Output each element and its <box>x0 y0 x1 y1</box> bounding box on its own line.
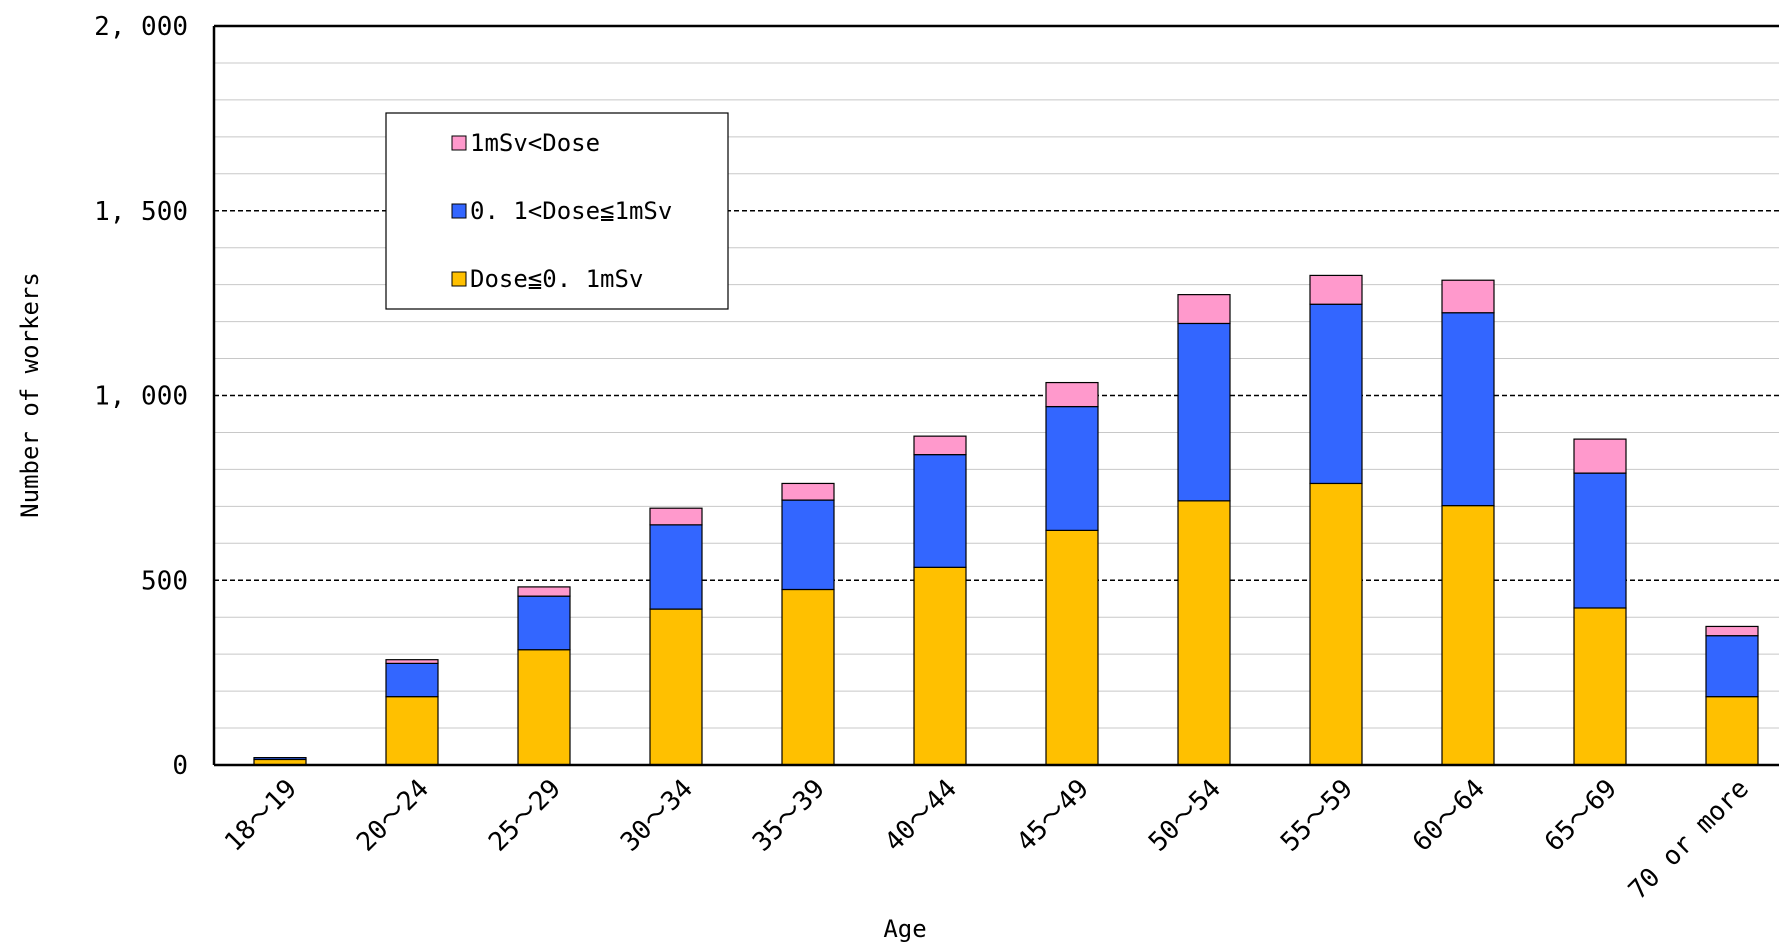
bar-segment-low-dose <box>913 566 967 766</box>
bar-segment-high-dose <box>385 659 439 664</box>
bar-segment-high-dose <box>1441 279 1495 314</box>
bar-segment-high-dose <box>913 435 967 456</box>
bar-segment-low-dose <box>1705 696 1759 766</box>
x-tick-label: 60～64 <box>1407 774 1491 858</box>
x-tick-label: 18～19 <box>219 774 303 858</box>
bar-segment-low-dose <box>517 649 571 766</box>
x-tick-label: 55～59 <box>1275 774 1359 858</box>
axes <box>212 24 1779 767</box>
x-tick-labels: 18～19 20～24 25～29 30～34 35～39 40～44 45～49 50～54… <box>219 774 1755 906</box>
x-tick-label: 45～49 <box>1011 774 1095 858</box>
x-tick-label: 65～69 <box>1539 774 1623 858</box>
bar-segment-high-dose <box>649 507 703 526</box>
bars <box>253 274 1759 766</box>
x-axis-title: Age <box>883 915 926 943</box>
bar-segment-high-dose <box>781 482 835 501</box>
bar-segment-low-dose <box>649 608 703 766</box>
x-tick-label: 35～39 <box>747 774 831 858</box>
x-tick-label: 25～29 <box>483 774 567 858</box>
x-tick-label: 20～24 <box>351 774 435 858</box>
bar-segment-mid-dose <box>1309 303 1363 485</box>
bar-segment-mid-dose <box>781 499 835 591</box>
bar-segment-high-dose <box>1309 274 1363 305</box>
bar-segment-mid-dose <box>385 662 439 698</box>
legend-swatch <box>451 271 467 287</box>
x-tick-label: 40～44 <box>879 774 963 858</box>
legend-label: 0. 1<Dose≦1mSv <box>470 197 672 225</box>
x-tick-label: 70 or more <box>1623 774 1755 906</box>
bar-segment-mid-dose <box>1573 472 1627 609</box>
bar-segment-low-dose <box>1045 529 1099 766</box>
bar-segment-mid-dose <box>253 757 307 761</box>
bar-segment-low-dose <box>781 588 835 766</box>
bar-segment-mid-dose <box>913 454 967 568</box>
bar-segment-low-dose <box>1177 500 1231 766</box>
bar-segment-high-dose <box>1045 381 1099 408</box>
bar-segment-mid-dose <box>649 524 703 610</box>
legend-box <box>385 112 729 310</box>
x-tick-label: 50～54 <box>1143 774 1227 858</box>
legend: 1mSv<Dose 0. 1<Dose≦1mSv Dose≦0. 1mSv <box>385 112 729 310</box>
y-axis-title: Number of workers <box>16 272 44 518</box>
legend-label: Dose≦0. 1mSv <box>470 265 643 293</box>
x-tick-label: 30～34 <box>615 774 699 858</box>
bar-segment-low-dose <box>1441 505 1495 766</box>
bar-segment-low-dose <box>1573 607 1627 766</box>
bar-segment-high-dose <box>1177 294 1231 325</box>
bar-segment-low-dose <box>385 696 439 766</box>
y-tick-label: 500 <box>141 566 188 596</box>
y-tick-label: 1, 500 <box>94 197 188 227</box>
legend-swatch <box>451 135 467 151</box>
bar-segment-mid-dose <box>1045 405 1099 531</box>
bar-segment-high-dose <box>517 586 571 597</box>
bar-segment-low-dose <box>1309 482 1363 766</box>
bar-segment-mid-dose <box>1705 635 1759 698</box>
y-tick-label: 1, 000 <box>94 382 188 412</box>
bar-segment-high-dose <box>1705 625 1759 637</box>
y-tick-label: 2, 000 <box>94 12 188 42</box>
legend-swatch <box>451 203 467 219</box>
bar-segment-mid-dose <box>517 595 571 651</box>
bar-segment-mid-dose <box>1441 312 1495 507</box>
legend-label: 1mSv<Dose <box>470 129 600 157</box>
y-tick-labels: 0 500 1, 000 1, 500 2, 000 <box>94 12 188 781</box>
bar-segment-mid-dose <box>1177 322 1231 502</box>
y-tick-label: 0 <box>172 751 188 781</box>
bar-segment-high-dose <box>1573 438 1627 474</box>
